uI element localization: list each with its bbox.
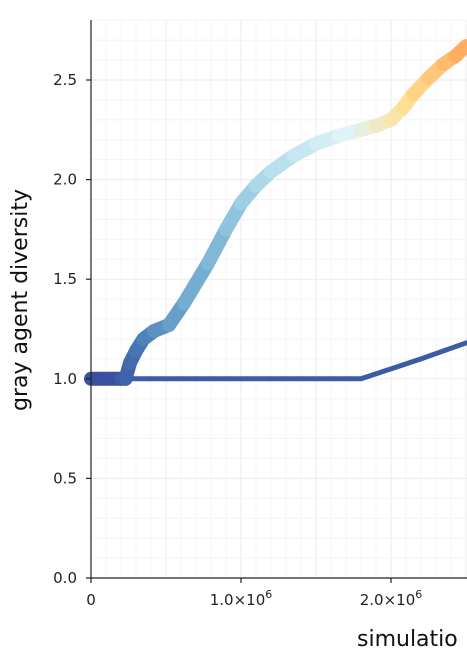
x-tick-exponent: 6: [265, 588, 272, 601]
y-tick-label: 0.0: [53, 569, 77, 587]
x-tick-label: 1.0×106: [210, 588, 273, 609]
y-tick-label: 1.5: [53, 270, 77, 288]
y-tick-label: 1.0: [53, 370, 77, 388]
y-tick-label: 2.0: [53, 171, 77, 189]
x-tick-exponent: 6: [415, 588, 422, 601]
axes: [90, 20, 467, 579]
series-line-thick-segment: [177, 256, 215, 311]
grid: [90, 19, 467, 579]
x-axis-label: simulatio: [357, 627, 458, 652]
y-tick-label: 2.5: [53, 71, 77, 89]
series-line-thick-segment: [448, 39, 467, 64]
y-tick-label: 0.5: [53, 469, 77, 487]
y-axis-label: gray agent diversity: [8, 189, 33, 411]
series-layer: [84, 39, 467, 386]
x-tick-label: 2.0×106: [360, 588, 423, 609]
ticks: 0.0 0.5 1.0 1.5 2.0 2.5 0 1.0×106 2.0×106: [53, 71, 422, 609]
x-tick-label: 0: [86, 591, 96, 609]
series-line-thin: [88, 340, 467, 382]
